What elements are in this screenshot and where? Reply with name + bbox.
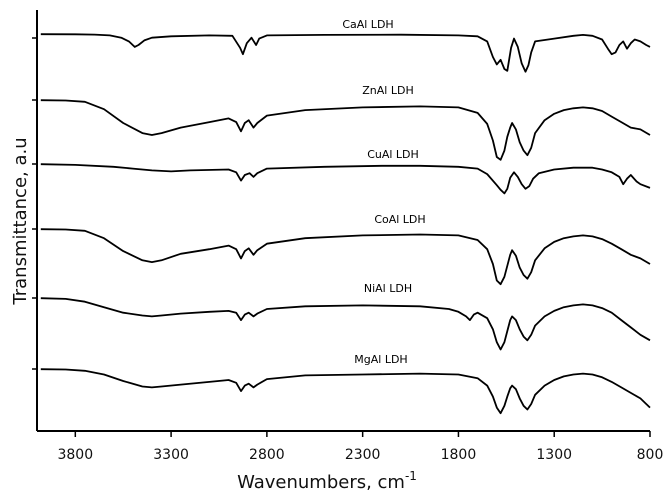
series-label-cual-ldh: CuAl LDH <box>367 148 419 161</box>
x-axis-title-superscript: -1 <box>405 469 417 483</box>
x-tick-label: 2300 <box>345 447 381 463</box>
series-line-coal-ldh <box>40 228 651 286</box>
series-label-mgal-ldh: MgAl LDH <box>354 353 407 366</box>
series-label-znal-ldh: ZnAl LDH <box>362 84 413 97</box>
series-line-caal-ldh <box>40 33 651 73</box>
y-axis-title: Transmittance, a.u <box>10 137 31 305</box>
x-tick-label: 1300 <box>536 447 572 463</box>
x-tick-label: 3800 <box>57 447 93 463</box>
x-axis-title: Wavenumbers, cm-1 <box>237 469 417 493</box>
x-tick-labels: 3800 3300 2800 2300 1800 1300 800 <box>57 447 663 463</box>
series-lines <box>40 33 651 415</box>
series-label-nial-ldh: NiAl LDH <box>364 282 412 295</box>
series-line-mgal-ldh <box>40 368 651 415</box>
series-labels: CaAl LDH ZnAl LDH CuAl LDH CoAl LDH NiAl LDH… <box>342 18 425 366</box>
y-ticks <box>32 37 37 370</box>
series-line-nial-ldh <box>40 297 651 351</box>
x-ticks <box>74 431 651 437</box>
series-label-caal-ldh: CaAl LDH <box>342 18 393 31</box>
x-tick-label: 1800 <box>441 447 477 463</box>
x-tick-label: 800 <box>637 447 664 463</box>
x-tick-label: 2800 <box>249 447 285 463</box>
x-tick-label: 3300 <box>153 447 189 463</box>
series-line-znal-ldh <box>40 99 651 161</box>
x-axis-title-main: Wavenumbers, cm <box>237 472 405 493</box>
series-label-coal-ldh: CoAl LDH <box>374 213 425 226</box>
series-line-cual-ldh <box>40 163 651 195</box>
